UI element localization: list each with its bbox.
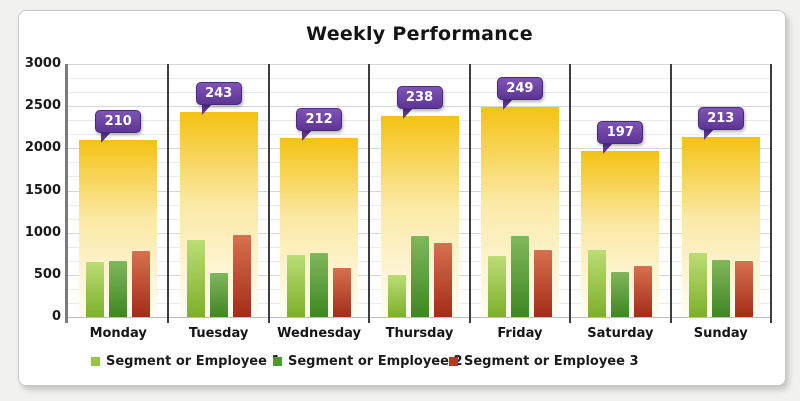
legend-label: Segment or Employee 2 bbox=[288, 353, 463, 369]
bar-segment-3 bbox=[433, 242, 452, 317]
bar-segment-2 bbox=[109, 261, 128, 317]
callout-bubble: 249 bbox=[496, 77, 543, 100]
callout-tail-icon bbox=[201, 103, 213, 116]
callout-bubble: 197 bbox=[597, 120, 644, 144]
callout-tail-icon bbox=[603, 141, 615, 154]
y-axis-tick-label: 1500 bbox=[24, 182, 61, 198]
grid-line bbox=[68, 64, 771, 65]
bar-segment-1 bbox=[287, 255, 306, 317]
bar-segment-2 bbox=[310, 252, 329, 317]
callout-bubble: 238 bbox=[396, 86, 443, 110]
bar-segment-2 bbox=[410, 236, 429, 317]
column-separator bbox=[469, 64, 471, 323]
bar-segment-2 bbox=[209, 273, 228, 317]
legend-label: Segment or Employee 3 bbox=[464, 353, 639, 369]
column-separator bbox=[670, 64, 672, 323]
x-axis-label: Saturday bbox=[587, 326, 654, 341]
bar-segment-1 bbox=[387, 274, 406, 317]
bar-segment-2 bbox=[510, 236, 529, 317]
plot-area: 210 243 212 238 249 197 213 bbox=[65, 64, 772, 323]
x-axis-label: Wednesday bbox=[277, 326, 362, 341]
callout-bubble: 243 bbox=[195, 82, 242, 106]
column-separator bbox=[268, 64, 270, 323]
bar-segment-3 bbox=[533, 250, 552, 317]
y-axis-tick-label: 3000 bbox=[24, 56, 61, 71]
legend: Segment or Employee 1 Segment or Employee… bbox=[19, 352, 785, 372]
bar-segment-1 bbox=[186, 240, 205, 317]
grid-line bbox=[68, 78, 771, 80]
chart-title: Weekly Performance bbox=[306, 23, 533, 45]
y-axis-line bbox=[65, 64, 68, 323]
bar-segment-3 bbox=[734, 261, 753, 317]
callout-tail-icon bbox=[402, 107, 414, 120]
legend-label: Segment or Employee 1 bbox=[106, 353, 281, 369]
legend-item: Segment or Employee 3 bbox=[449, 352, 639, 370]
bar-segment-3 bbox=[132, 251, 151, 317]
column-separator bbox=[167, 64, 169, 323]
y-axis-tick-label: 500 bbox=[33, 266, 61, 282]
callout-bubble: 212 bbox=[296, 108, 343, 132]
callout-bubble: 213 bbox=[697, 107, 744, 131]
legend-item: Segment or Employee 2 bbox=[273, 352, 463, 370]
bar-segment-1 bbox=[688, 252, 707, 317]
y-axis-tick-label: 1000 bbox=[24, 224, 61, 240]
bar-segment-3 bbox=[634, 265, 653, 317]
x-axis-label: Sunday bbox=[693, 326, 748, 341]
callout-tail-icon bbox=[101, 130, 113, 143]
bar-segment-3 bbox=[333, 268, 352, 317]
x-axis-label: Monday bbox=[89, 326, 147, 341]
callout-tail-icon bbox=[302, 129, 314, 142]
legend-swatch-icon bbox=[91, 356, 100, 366]
bar-segment-3 bbox=[232, 235, 251, 317]
y-axis-tick-label: 2500 bbox=[24, 98, 61, 114]
callout-tail-icon bbox=[703, 128, 715, 141]
callout-tail-icon bbox=[502, 98, 514, 110]
legend-swatch-icon bbox=[273, 356, 282, 366]
y-axis-tick-label: 0 bbox=[51, 309, 61, 324]
x-axis-label: Friday bbox=[497, 326, 543, 341]
bar-segment-2 bbox=[611, 272, 630, 317]
x-axis-label: Tuesday bbox=[188, 326, 249, 341]
column-separator bbox=[569, 64, 571, 323]
legend-item: Segment or Employee 1 bbox=[91, 352, 281, 370]
bar-segment-1 bbox=[487, 256, 506, 317]
chart-card: Weekly Performance 0 500 1000 1500 2000 2500 3… bbox=[18, 10, 786, 386]
x-axis-label: Thursday bbox=[385, 326, 454, 341]
bar-segment-1 bbox=[86, 262, 105, 317]
bar-segment-1 bbox=[588, 249, 607, 317]
legend-swatch-icon bbox=[449, 356, 458, 366]
column-separator bbox=[368, 64, 370, 323]
bar-segment-2 bbox=[711, 259, 730, 317]
column-separator bbox=[770, 64, 772, 323]
y-axis-tick-label: 2000 bbox=[24, 140, 61, 156]
callout-bubble: 210 bbox=[95, 109, 142, 133]
